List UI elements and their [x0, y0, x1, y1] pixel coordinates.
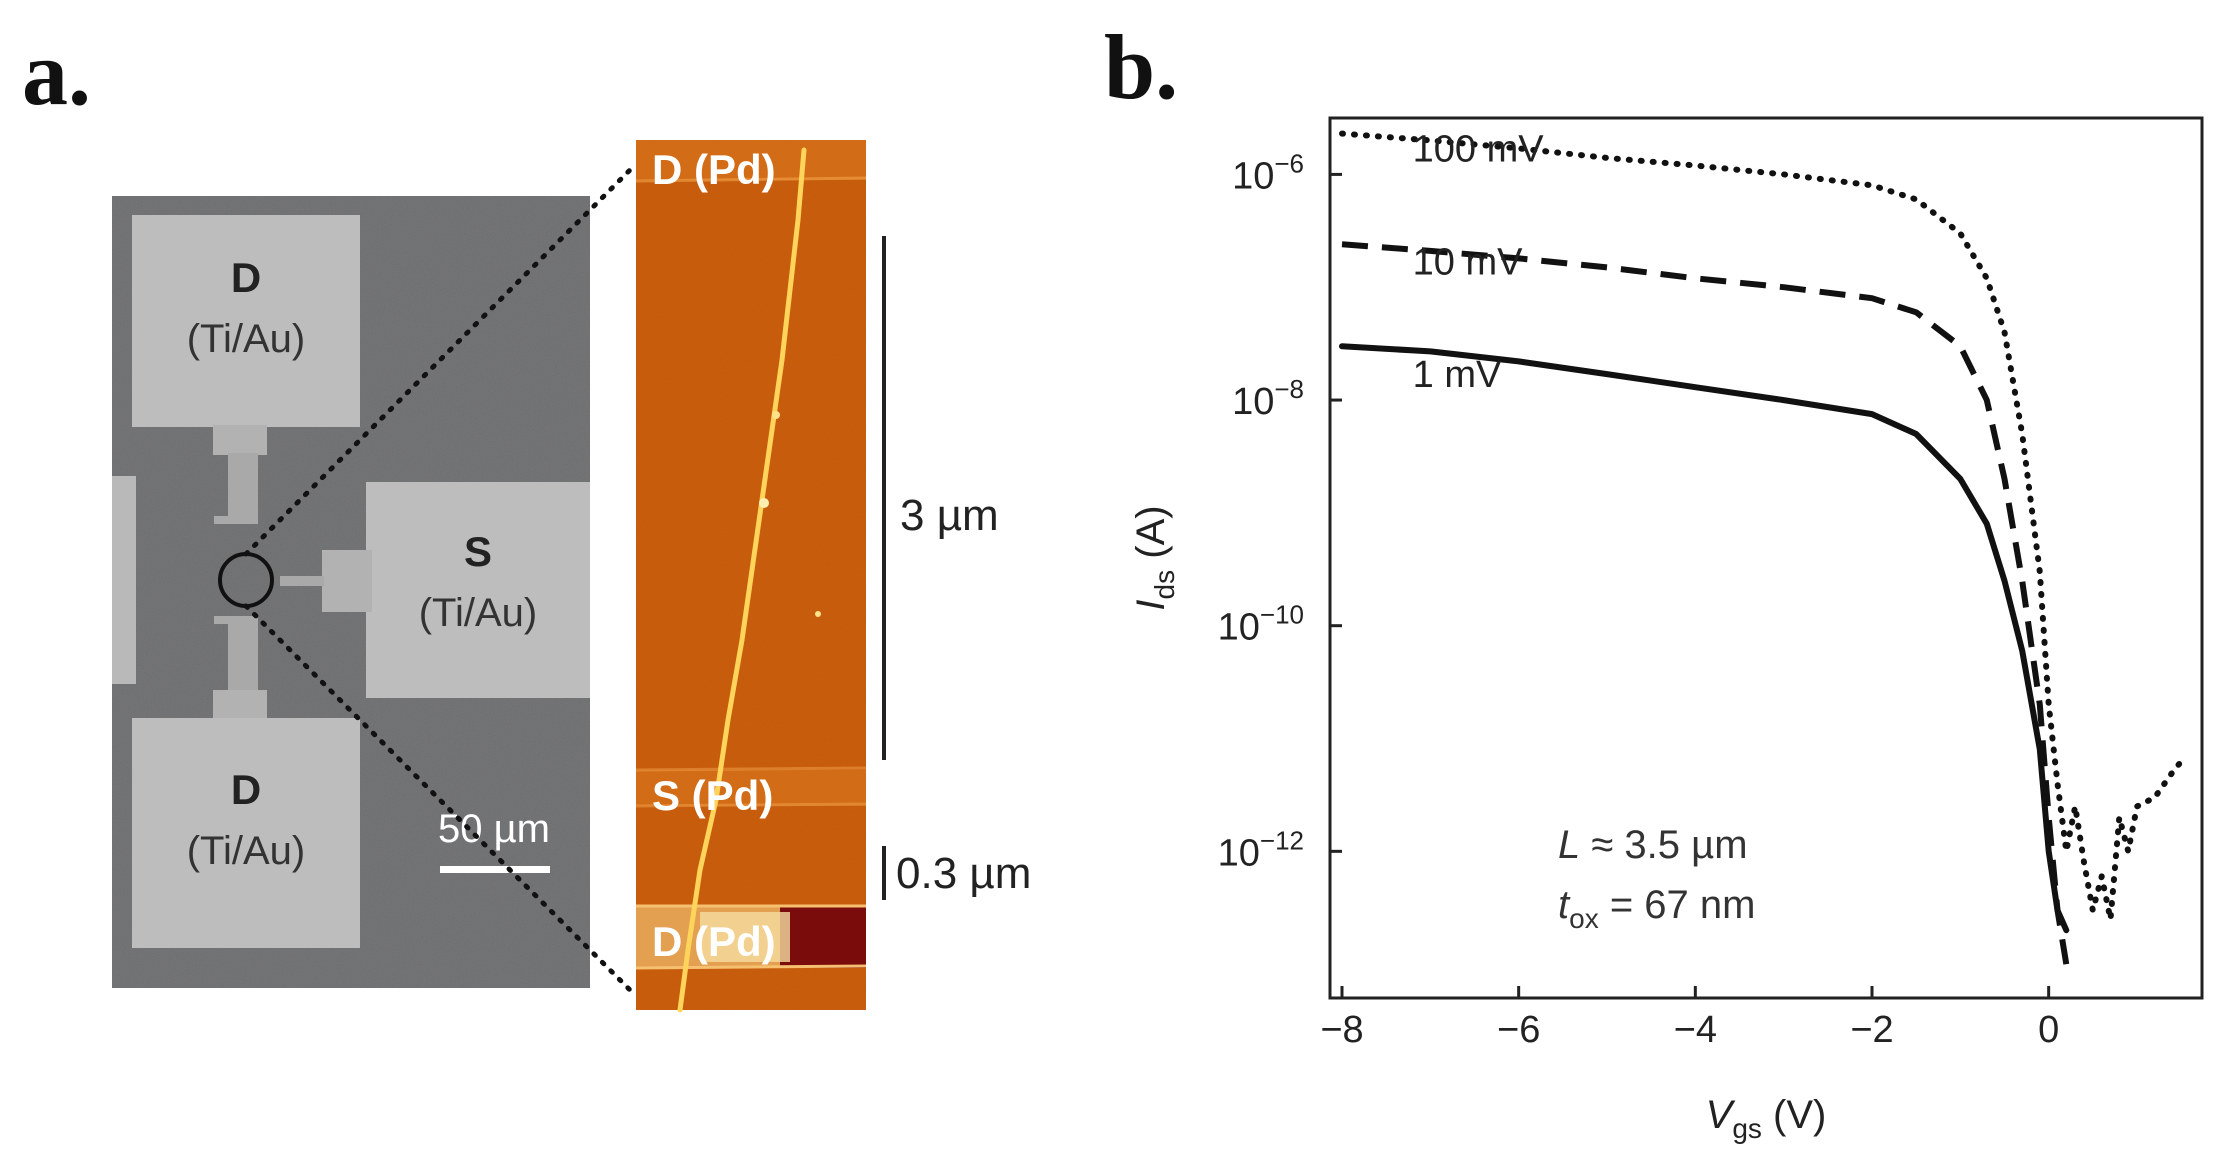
- panel-a: D (Ti/Au) S (Ti/Au) D (Ti/Au) 50 µm D (P…: [112, 140, 1031, 1013]
- afm-label-source: S (Pd): [652, 772, 773, 819]
- x-tick-label: 0: [2038, 1009, 2059, 1051]
- series-line-2: [1339, 343, 2070, 934]
- sem-image: D (Ti/Au) S (Ti/Au) D (Ti/Au) 50 µm: [112, 196, 590, 988]
- y-tick-label: 10−6: [1232, 148, 1304, 197]
- plot-frame: [1328, 116, 2204, 1000]
- series-label-1: 10 mV: [1413, 241, 1523, 283]
- series-label-2: 1 mV: [1413, 354, 1502, 396]
- top-pad-letter: D: [231, 254, 261, 301]
- y-tick-label: 10−12: [1218, 825, 1304, 874]
- sem-scale-bar: [440, 866, 550, 873]
- series-line-1: [1341, 241, 2070, 965]
- afm-label-top-drain: D (Pd): [652, 146, 776, 193]
- source-pad: [366, 482, 590, 698]
- afm-label-bottom-drain: D (Pd): [652, 918, 776, 965]
- nanotube: [677, 147, 807, 1013]
- x-axis-label: Vgs (V): [1706, 1093, 1827, 1144]
- top-pad-material: (Ti/Au): [187, 317, 306, 361]
- y-axis: 10−6 10−8 10−10 10−12: [1218, 148, 1342, 874]
- x-tick-label: −6: [1497, 1009, 1540, 1051]
- x-tick-label: −2: [1850, 1009, 1893, 1051]
- series-label-0: 100 mV: [1413, 129, 1545, 171]
- afm-top-electrode: [636, 140, 866, 180]
- panel-a-letter: a.: [22, 22, 91, 124]
- bottom-drain-pad: [132, 718, 360, 948]
- afm-scale-label-short: 0.3 µm: [896, 849, 1031, 898]
- y-tick-label: 10−10: [1218, 600, 1304, 649]
- channel-length-annotation: L ≈ 3.5 µm: [1558, 823, 1748, 867]
- zoom-line-top: [243, 163, 637, 557]
- afm-source-electrode: [636, 770, 866, 806]
- sem-scale-label: 50 µm: [438, 807, 550, 851]
- source-pad-letter: S: [464, 528, 492, 575]
- series-label-layer: 100 mV 10 mV 1 mV: [1413, 129, 1545, 397]
- series-layer: [1339, 130, 2189, 965]
- x-tick-label: −8: [1320, 1009, 1363, 1051]
- panel-b-letter: b.: [1104, 16, 1179, 118]
- panel-b-chart: −8 −6 −4 −2 0 10−6 10−8 10−10 10−12 100 mV 10 mV…: [1129, 116, 2204, 1144]
- bottom-pad-letter: D: [231, 766, 261, 813]
- bottom-pad-material: (Ti/Au): [187, 829, 306, 873]
- y-axis-label: Ids (A): [1129, 505, 1180, 610]
- series-line-0: [1339, 130, 2189, 923]
- top-drain-pad: [132, 215, 360, 427]
- x-axis: −8 −6 −4 −2 0: [1320, 986, 2059, 1051]
- x-tick-label: −4: [1674, 1009, 1717, 1051]
- oxide-thickness-annotation: tox = 67 nm: [1558, 883, 1755, 934]
- afm-image: D (Pd) S (Pd) D (Pd): [635, 140, 867, 1013]
- afm-scale-label-long: 3 µm: [900, 491, 999, 540]
- source-pad-material: (Ti/Au): [419, 591, 538, 635]
- y-tick-label: 10−8: [1232, 374, 1304, 423]
